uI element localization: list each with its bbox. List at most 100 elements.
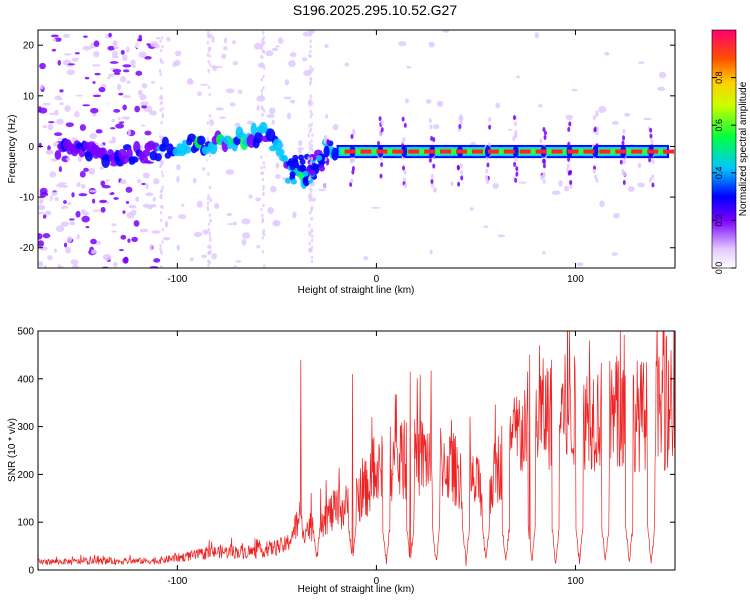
heatmap-peak [663, 149, 675, 154]
heatmap-cell [134, 105, 141, 113]
colorbar-gradient [711, 29, 737, 269]
heatmap-cell [139, 154, 149, 164]
heatmap-cell [593, 127, 597, 133]
heatmap-cell [122, 104, 127, 111]
snr-panel: -100 0 100 0 100 200 300 400 500 Height of strai… [7, 327, 676, 595]
heatmap-cell [207, 263, 210, 268]
heatmap-cell [161, 239, 164, 244]
heatmap-cell [310, 197, 313, 202]
heatmap-cell [160, 101, 164, 105]
heatmap-cell [207, 251, 211, 255]
heatmap-cell [207, 228, 211, 232]
heatmap-cell [379, 131, 383, 137]
heatmap-cell [50, 34, 59, 38]
heatmap-cell [497, 234, 506, 238]
heatmap-cell [651, 182, 655, 188]
heatmap-cell [312, 197, 316, 202]
heatmap-cell [100, 180, 106, 187]
heatmap-cell [207, 172, 210, 176]
heatmap-cell [292, 154, 299, 161]
heatmap-cell [595, 130, 599, 136]
heatmap-cell [126, 46, 130, 53]
heatmap-cell [401, 116, 405, 122]
heatmap-cell [310, 216, 313, 221]
heatmap-cell [569, 169, 573, 175]
heatmap-cell [350, 133, 354, 139]
heatmap-cell [161, 161, 164, 166]
heatmap-cell [95, 129, 103, 134]
heatmap-cell [167, 215, 173, 220]
heatmap-cell [262, 161, 265, 165]
heatmap-cell [261, 231, 265, 235]
heatmap-cell [592, 115, 596, 121]
heatmap-cell [109, 127, 116, 130]
heatmap-cell [310, 248, 313, 253]
heatmap-cell [62, 184, 69, 188]
heatmap-cell [71, 58, 79, 62]
heatmap-cell [622, 128, 626, 134]
heatmap-cell [45, 210, 52, 216]
heatmap-cell [569, 201, 578, 204]
heatmap-cell [99, 166, 104, 170]
heatmap-cell [119, 248, 124, 252]
heatmap-cell [548, 121, 557, 129]
heatmap-cell [316, 154, 323, 161]
heatmap-cell [144, 130, 152, 136]
heatmap-cell [309, 182, 313, 187]
snr-y-tick-label: 300 [17, 422, 34, 433]
heatmap-cell [52, 180, 57, 185]
spectrogram-y-tick-label: -10 [20, 193, 35, 204]
heatmap-cell [637, 133, 645, 137]
heatmap-cell [518, 181, 528, 184]
heatmap-cell [657, 86, 666, 92]
heatmap-peak [599, 149, 611, 154]
heatmap-cell [347, 199, 354, 204]
heatmap-cell [363, 255, 369, 261]
heatmap-cell [77, 156, 83, 162]
heatmap-cell [159, 218, 163, 223]
heatmap-cell [311, 45, 319, 52]
heatmap-cell [138, 51, 147, 58]
heatmap-cell [176, 175, 180, 183]
heatmap-cell [254, 131, 263, 144]
heatmap-cell [76, 94, 83, 97]
heatmap-cell [309, 115, 312, 119]
spectrogram-x-axis-label: Height of straight line (km) [298, 285, 415, 296]
heatmap-cell [83, 35, 88, 38]
heatmap-cell [513, 133, 517, 139]
heatmap-cell [403, 122, 407, 128]
heatmap-cell [515, 171, 519, 177]
heatmap-cell [232, 61, 239, 66]
heatmap-cell [309, 49, 312, 54]
heatmap-cell [120, 34, 129, 42]
heatmap-cell [46, 80, 51, 87]
heatmap-cell [43, 214, 47, 219]
heatmap-cell [63, 33, 70, 38]
heatmap-cell [611, 120, 619, 125]
heatmap-cell [149, 205, 157, 208]
snr-line [38, 331, 675, 567]
heatmap-cell [81, 201, 90, 205]
heatmap-cell [530, 127, 540, 134]
heatmap-cell [135, 41, 143, 49]
heatmap-cell [289, 171, 296, 178]
heatmap-cell [79, 124, 86, 132]
heatmap-cell [72, 263, 79, 268]
heatmap-cell [62, 208, 71, 212]
heatmap-cell [159, 108, 162, 112]
heatmap-cell [428, 118, 432, 124]
heatmap-peak [424, 149, 436, 154]
heatmap-cell [312, 257, 317, 260]
heatmap-cell [432, 137, 436, 143]
heatmap-cell [38, 107, 48, 114]
heatmap-cell [82, 211, 90, 216]
heatmap-cell [512, 115, 516, 121]
heatmap-cell [266, 114, 275, 118]
heatmap-peak [567, 149, 579, 154]
heatmap-cell [514, 156, 518, 162]
heatmap-cell [69, 221, 76, 226]
heatmap-cell [651, 159, 655, 165]
heatmap-cell [267, 207, 274, 214]
heatmap-cell [430, 173, 434, 179]
heatmap-cell [106, 77, 111, 80]
